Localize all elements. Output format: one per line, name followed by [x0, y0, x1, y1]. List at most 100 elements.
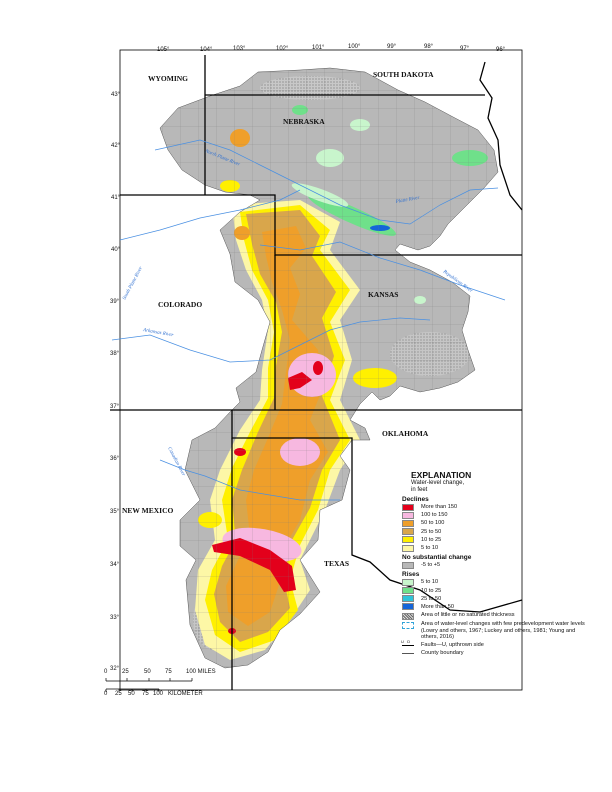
- legend-swatch: [402, 587, 414, 595]
- state-label-south-dakota: SOUTH DAKOTA: [373, 70, 434, 79]
- legend-item-label: 10 to 25: [421, 587, 442, 594]
- lat-label: 40°: [111, 247, 121, 253]
- legend-item: 25 to 50: [402, 528, 602, 536]
- lon-label: 103°: [233, 46, 246, 52]
- legend-county-symbol: [402, 652, 414, 654]
- lat-label: 37°: [110, 404, 120, 410]
- longitude-labels: 105° 104° 103° 102° 101° 100° 99° 98° 97…: [157, 44, 506, 53]
- lat-label: 41°: [111, 195, 121, 201]
- legend-item: More than 150: [402, 503, 602, 511]
- scale-km-tick: 50: [128, 691, 135, 697]
- scale-mile-tick: 50: [144, 669, 151, 675]
- legend-swatch: [402, 578, 414, 586]
- legend-item-label: 25 to 50: [421, 528, 442, 535]
- lon-label: 102°: [276, 46, 289, 52]
- legend-item-label: Faults—U, upthrown side: [421, 641, 484, 648]
- lon-label: 97°: [460, 46, 470, 52]
- legend-declines-list: More than 150 100 to 150 50 to 100 25 to 50…: [402, 503, 602, 552]
- legend-item-label: 100 to 150: [421, 512, 448, 519]
- river-label-canadian: Canadian River: [166, 447, 185, 477]
- lat-label: 43°: [111, 92, 121, 98]
- lon-label: 99°: [387, 44, 397, 50]
- legend-item: 50 to 100: [402, 519, 602, 527]
- legend-item-label: 50 to 100: [421, 520, 445, 527]
- scale-mile-tick: 25: [122, 669, 129, 675]
- state-label-texas: TEXAS: [324, 559, 349, 568]
- legend-item-label: 10 to 25: [421, 536, 442, 543]
- legend-item: 5 to 10: [402, 544, 602, 552]
- legend-item-label: -5 to +5: [421, 562, 441, 569]
- lat-label: 42°: [111, 143, 121, 149]
- lat-label: 32°: [110, 666, 120, 672]
- state-label-wyoming: WYOMING: [148, 74, 188, 83]
- lat-label: 36°: [110, 456, 120, 462]
- legend-item: U D Faults—U, upthrown side: [401, 639, 602, 649]
- scale-km-tick: 75: [142, 691, 149, 697]
- scale-mile-tick: 0: [104, 669, 108, 675]
- legend-item: 25 to 50: [402, 595, 602, 603]
- legend-declines-heading: Declines: [402, 496, 429, 503]
- lat-label: 33°: [110, 615, 120, 621]
- lon-label: 100°: [348, 44, 361, 50]
- river-label-platte: Platte River: [394, 196, 420, 205]
- scale-mile-tick: 100 MILES: [186, 669, 216, 675]
- legend-item-label: 5 to 10: [421, 579, 439, 586]
- legend-swatch: [402, 536, 414, 544]
- lon-label: 105°: [157, 47, 170, 53]
- legend-swatch: [402, 519, 414, 527]
- latitude-labels: 43° 42° 41° 40° 39° 38° 37° 36° 35° 34° …: [110, 92, 121, 672]
- scale-km-unit: KILOMETER: [168, 691, 203, 697]
- legend-fault-symbol: U D: [401, 639, 414, 648]
- river-label-south-platte: South Platte River: [122, 266, 144, 301]
- legend-item: Area of water-level changes with few pre…: [402, 621, 602, 641]
- lon-label: 96°: [496, 47, 506, 53]
- legend-swatch: [402, 595, 414, 603]
- lat-label: 34°: [110, 562, 120, 568]
- legend-item: 10 to 25: [402, 536, 602, 544]
- legend-nochange-heading: No substantial change: [402, 554, 472, 562]
- lon-label: 101°: [312, 45, 325, 51]
- legend-rises-heading: Rises: [402, 571, 420, 579]
- legend-item: 10 to 25: [402, 587, 602, 595]
- legend-item: More than 50: [402, 603, 602, 611]
- scale-km-tick: 0: [104, 691, 108, 697]
- legend-item-label: 25 to 50: [421, 595, 442, 602]
- scale-km-tick: 25: [115, 691, 122, 697]
- lon-label: 104°: [200, 47, 213, 53]
- scale-km-tick: 100: [153, 691, 164, 697]
- river-label-arkansas: Arkansas River: [142, 328, 174, 338]
- legend-item-label: 5 to 10: [421, 545, 439, 552]
- legend-swatch: [402, 503, 414, 511]
- legend-rises-list: 5 to 10 10 to 25 25 to 50 More than 50: [402, 578, 602, 611]
- legend-title: EXPLANATION: [411, 470, 472, 480]
- lon-label: 98°: [424, 44, 434, 50]
- legend-item: 5 to 10: [402, 578, 602, 586]
- legend-swatch: [402, 528, 414, 536]
- lat-label: 35°: [110, 509, 120, 515]
- legend-swatch: [402, 544, 414, 552]
- legend-item-label: More than 50: [421, 603, 454, 610]
- legend-swatch: [402, 511, 414, 519]
- legend-item: 100 to 150: [402, 511, 602, 519]
- state-label-kansas: KANSAS: [368, 290, 398, 299]
- legend-subtitle: Water-level change,: [411, 480, 465, 486]
- state-label-nebraska: NEBRASKA: [283, 117, 325, 126]
- legend-item-label: County boundary: [421, 650, 464, 657]
- state-boundaries: [110, 55, 523, 690]
- legend-swatch: [402, 603, 414, 611]
- legend: EXPLANATION Water-level change, in feet …: [401, 470, 602, 657]
- legend-swatch-nochange: [402, 561, 414, 569]
- legend-item: Area of little or no saturated thickness: [402, 612, 602, 621]
- lat-label: 39°: [110, 299, 120, 305]
- legend-item-label: More than 150: [421, 504, 458, 511]
- legend-item: County boundary: [402, 649, 602, 657]
- legend-swatch-few-wells: [402, 622, 414, 630]
- scale-bar-graphic: [105, 678, 193, 692]
- map-frame: [119, 49, 523, 691]
- scale-mile-tick: 75: [165, 669, 172, 675]
- state-label-new-mexico: NEW MEXICO: [122, 506, 173, 515]
- legend-item-label: Area of little or no saturated thickness: [421, 612, 515, 619]
- legend-swatch-stipple: [402, 613, 414, 621]
- rivers: [111, 139, 506, 501]
